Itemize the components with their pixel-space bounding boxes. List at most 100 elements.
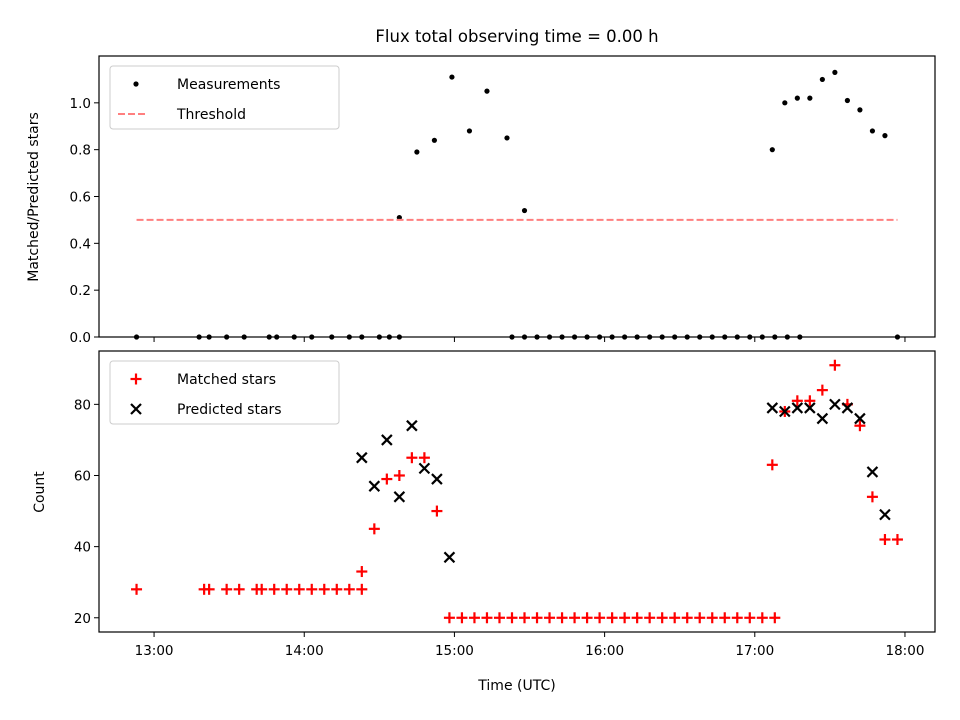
- legend-predicted-swatch: [130, 403, 142, 415]
- matched-star-point: [816, 384, 828, 396]
- matched-star-point: [281, 583, 293, 595]
- bottom-legend: Matched stars Predicted stars: [109, 360, 340, 425]
- predicted-star-point: [368, 480, 381, 492]
- y-tick-label: 0.4: [70, 236, 91, 252]
- predicted-star-point: [841, 402, 854, 414]
- legend-label: Threshold: [176, 107, 246, 123]
- predicted-star-point: [406, 419, 418, 432]
- matched-star-point: [766, 459, 778, 471]
- top-y-ticks: 0.0 0.2 0.4 0.6 0.8 1.0: [70, 96, 99, 346]
- matched-star-point: [331, 583, 343, 595]
- measurement-point: [807, 95, 813, 101]
- measurement-point: [449, 74, 455, 80]
- predicted-star-point: [779, 405, 791, 418]
- matched-star-point: [744, 612, 756, 624]
- measurement-point: [431, 137, 438, 143]
- matched-star-point: [293, 583, 305, 595]
- matched-star-point: [631, 612, 643, 624]
- predicted-star-point: [418, 462, 431, 475]
- matched-star-point: [393, 469, 405, 481]
- top-marks: [133, 69, 901, 340]
- matched-star-point: [443, 612, 455, 624]
- matched-star-point: [506, 612, 518, 624]
- predicted-star-point: [356, 451, 368, 464]
- legend-label: Measurements: [177, 77, 280, 93]
- matched-star-point: [854, 420, 866, 432]
- measurement-point: [782, 100, 788, 106]
- matched-star-point: [268, 583, 280, 595]
- x-tick-label: 16:00: [585, 643, 624, 659]
- matched-star-point: [879, 534, 891, 546]
- matched-star-point: [131, 583, 143, 595]
- predicted-star-point: [393, 491, 406, 503]
- measurement-point: [414, 149, 420, 155]
- predicted-star-point: [879, 508, 891, 521]
- matched-star-point: [719, 612, 731, 624]
- matched-star-point: [569, 612, 581, 624]
- matched-star-point: [706, 612, 718, 624]
- measurement-point: [466, 128, 473, 134]
- matched-star-point: [343, 583, 355, 595]
- matched-star-point: [381, 473, 393, 485]
- matched-star-point: [804, 395, 816, 407]
- predicted-star-point: [804, 402, 816, 414]
- matched-star-point: [594, 612, 606, 624]
- matched-star-point: [681, 612, 693, 624]
- matched-star-point: [456, 612, 468, 624]
- legend-box: [109, 360, 340, 425]
- bottom-y-axis-label: Count: [32, 471, 48, 513]
- matched-star-point: [368, 523, 380, 535]
- matched-star-point: [769, 612, 781, 624]
- bottom-x-ticks: 13:00 14:00 15:00 16:00 17:00 18:00: [135, 632, 925, 659]
- top-y-axis-label: Matched/Predicted stars: [26, 112, 42, 282]
- chart-title: Flux total observing time = 0.00 h: [375, 27, 658, 46]
- measurement-point: [484, 88, 490, 94]
- matched-star-point: [356, 583, 368, 595]
- predicted-star-point: [381, 434, 393, 446]
- matched-star-point: [581, 612, 593, 624]
- top-x-ticks: [153, 337, 906, 342]
- predicted-star-point: [431, 473, 443, 485]
- measurement-point: [882, 133, 888, 139]
- measurement-point: [869, 128, 876, 134]
- matched-star-point: [694, 612, 706, 624]
- matched-star-point: [731, 612, 743, 624]
- matched-star-point: [556, 612, 568, 624]
- legend-box: [109, 65, 340, 130]
- y-tick-label: 0.6: [70, 190, 91, 206]
- matched-star-point: [203, 583, 215, 595]
- top-panel: 0.0 0.2 0.4 0.6 0.8 1.0 Matched/Predicted sta…: [26, 55, 936, 346]
- matched-star-point: [669, 612, 681, 624]
- matched-star-point: [468, 612, 480, 624]
- bottom-axes-frame: [98, 350, 936, 633]
- x-tick-label: 14:00: [285, 643, 324, 659]
- y-tick-label: 1.0: [70, 96, 91, 112]
- x-tick-label: 18:00: [886, 643, 925, 659]
- legend-label: Predicted stars: [177, 402, 282, 418]
- matched-star-point: [756, 612, 768, 624]
- matched-star-point: [418, 452, 430, 464]
- y-tick-label: 0.0: [70, 330, 91, 346]
- x-tick-label: 13:00: [135, 643, 174, 659]
- y-tick-label: 20: [74, 611, 91, 627]
- legend-matched-swatch: [130, 373, 142, 385]
- measurement-point: [844, 97, 850, 104]
- matched-star-point: [829, 359, 841, 371]
- measurement-point: [819, 76, 825, 83]
- matched-star-point: [406, 452, 418, 464]
- predicted-star-point: [443, 551, 456, 564]
- y-tick-label: 80: [74, 397, 91, 413]
- matched-star-point: [221, 583, 233, 595]
- predicted-star-point: [816, 412, 829, 425]
- bottom-y-ticks: 20 40 60 80: [74, 397, 99, 627]
- matched-star-point: [356, 566, 368, 578]
- matched-star-point: [431, 505, 443, 517]
- measurement-point: [521, 207, 528, 214]
- matched-star-point: [233, 583, 245, 595]
- matched-star-point: [791, 395, 803, 407]
- y-tick-label: 60: [74, 468, 91, 484]
- matched-star-point: [481, 612, 493, 624]
- predicted-star-point: [829, 398, 841, 411]
- y-tick-label: 0.2: [70, 283, 91, 299]
- matched-star-point: [493, 612, 505, 624]
